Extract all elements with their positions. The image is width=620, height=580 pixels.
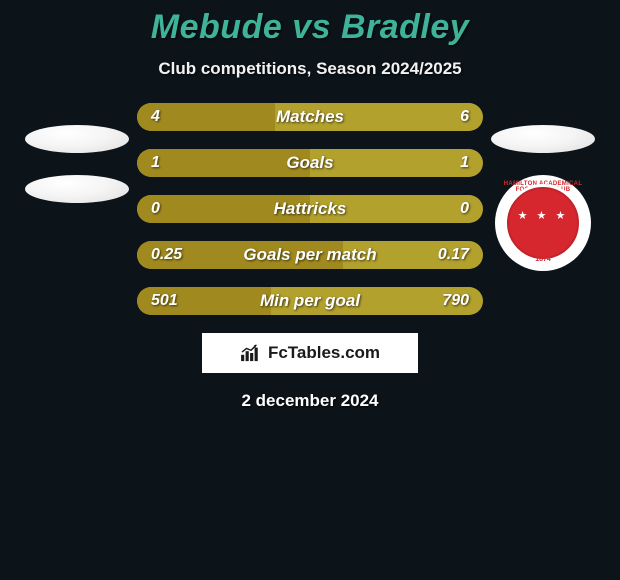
infographic-root: Mebude vs Bradley Club competitions, Sea… (0, 0, 620, 411)
stat-value-left: 0.25 (151, 246, 182, 264)
brand-text: FcTables.com (268, 343, 380, 363)
stat-bar: 0Hattricks0 (137, 195, 483, 223)
content-row: 4Matches6 1Goals1 0Hattricks0 0.25Goals per… (0, 103, 620, 315)
right-team-crest: HAMILTON ACADEMICAL FOOTBALL CLUB ★ ★ ★ … (495, 175, 591, 271)
stat-bar-fill (137, 195, 310, 223)
stat-value-left: 1 (151, 154, 160, 172)
crest-field: ★ ★ ★ (504, 184, 582, 262)
stat-value-left: 501 (151, 292, 178, 310)
stat-value-right: 790 (442, 292, 469, 310)
right-badge-column: HAMILTON ACADEMICAL FOOTBALL CLUB ★ ★ ★ … (483, 103, 603, 271)
brand-box: FcTables.com (202, 333, 418, 373)
footer-date: 2 december 2024 (241, 391, 378, 411)
stat-value-right: 6 (460, 108, 469, 126)
stat-bar: 0.25Goals per match0.17 (137, 241, 483, 269)
page-title: Mebude vs Bradley (151, 8, 469, 47)
left-team-badge-2 (25, 175, 129, 203)
brand-chart-icon (240, 344, 262, 362)
left-team-badge-1 (25, 125, 129, 153)
stat-value-left: 4 (151, 108, 160, 126)
stat-value-right: 0.17 (438, 246, 469, 264)
stat-bar-fill (137, 149, 310, 177)
stat-value-right: 1 (460, 154, 469, 172)
page-subtitle: Club competitions, Season 2024/2025 (158, 59, 461, 79)
left-badge-column (17, 103, 137, 203)
stat-bar: 4Matches6 (137, 103, 483, 131)
stat-bar: 501Min per goal790 (137, 287, 483, 315)
stat-value-left: 0 (151, 200, 160, 218)
stat-value-right: 0 (460, 200, 469, 218)
crest-year: 1874 (495, 256, 591, 263)
right-team-badge-1 (491, 125, 595, 153)
stat-bars-column: 4Matches6 1Goals1 0Hattricks0 0.25Goals per… (137, 103, 483, 315)
crest-stars: ★ ★ ★ (507, 209, 579, 222)
stat-bar: 1Goals1 (137, 149, 483, 177)
